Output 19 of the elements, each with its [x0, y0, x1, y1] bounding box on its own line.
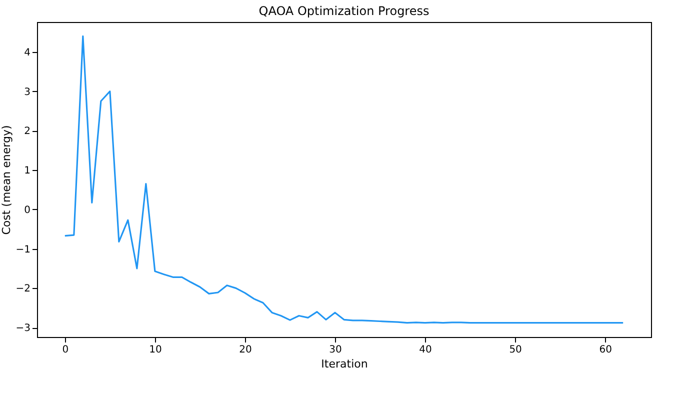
- line-series: [64, 35, 624, 324]
- x-tick-label: 40: [419, 344, 432, 356]
- y-tick-label: −3: [16, 323, 30, 334]
- y-tick-label: 4: [24, 47, 30, 58]
- y-tick-label: 1: [24, 166, 30, 177]
- y-tick-label: 2: [24, 126, 30, 138]
- y-tick-label: −1: [16, 244, 30, 256]
- y-tick-label: −2: [16, 284, 30, 295]
- x-tick-label: 60: [599, 344, 612, 356]
- chart-title: QAOA Optimization Progress: [258, 4, 430, 18]
- y-axis-title: Cost (mean energy): [0, 125, 13, 235]
- y-tick-label: 3: [24, 86, 30, 98]
- x-tick-label: 0: [62, 344, 69, 356]
- x-tick-label: 30: [329, 344, 342, 356]
- x-tick-label: 10: [149, 344, 162, 356]
- x-tick-label: 20: [239, 344, 252, 356]
- y-tick-label: 0: [24, 204, 30, 216]
- x-axis-title: Iteration: [321, 358, 368, 370]
- x-tick-label: 50: [509, 344, 522, 356]
